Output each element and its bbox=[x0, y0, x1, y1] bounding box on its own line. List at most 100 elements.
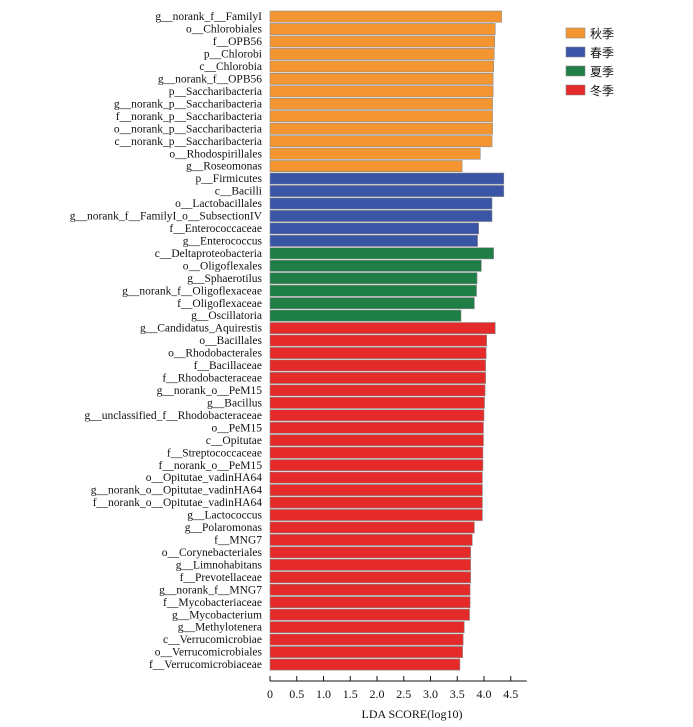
category-label: g__Oscillatoria bbox=[191, 310, 262, 322]
category-label: o__PeM15 bbox=[212, 422, 263, 434]
bar bbox=[269, 35, 495, 48]
bar bbox=[269, 10, 502, 23]
category-label: o__norank_p__Saccharibacteria bbox=[114, 123, 262, 135]
bar bbox=[269, 322, 496, 334]
category-label: p__Chlorobi bbox=[204, 49, 262, 61]
category-label: f__Bacillaceae bbox=[194, 360, 262, 372]
bar bbox=[269, 372, 486, 384]
category-label: g__Methylotenera bbox=[178, 622, 262, 634]
bar bbox=[269, 234, 478, 247]
category-label: g__unclassified_f__Rhodobacteraceae bbox=[84, 410, 262, 422]
legend-label: 冬季 bbox=[590, 83, 614, 98]
bar bbox=[269, 534, 473, 546]
bar bbox=[269, 608, 470, 621]
category-label: o__Lactobacillales bbox=[175, 198, 262, 210]
bar bbox=[269, 509, 483, 521]
x-tick-label: 3.5 bbox=[450, 687, 465, 701]
category-label: f__Rhodobacteraceae bbox=[162, 373, 262, 385]
x-tick-label: 4.5 bbox=[503, 687, 518, 701]
bar bbox=[269, 646, 463, 658]
bar bbox=[269, 546, 471, 559]
category-label: o__Bacillales bbox=[199, 335, 262, 347]
category-label: g__norank_f__Oligoflexaceae bbox=[122, 285, 262, 297]
category-label: o__Chlorobiales bbox=[186, 24, 263, 36]
legend-swatch bbox=[565, 46, 586, 58]
category-label: g__Bacillus bbox=[207, 397, 262, 409]
legend-label: 春季 bbox=[590, 46, 614, 60]
bar bbox=[269, 23, 496, 35]
x-tick-label: 3.0 bbox=[423, 687, 438, 701]
bar bbox=[269, 259, 482, 272]
x-axis: 0 0.5 1.0 1.5 2.0 2.5 3.0 3.5 4.0 4.5 bbox=[267, 676, 527, 701]
category-label: o__Corynebacteriales bbox=[162, 547, 263, 559]
legend-swatch bbox=[565, 27, 586, 39]
bar bbox=[269, 97, 493, 110]
bar bbox=[269, 297, 475, 310]
category-label: f__MNG7 bbox=[214, 535, 262, 547]
bar bbox=[269, 484, 483, 496]
category-label: g__norank_p__Saccharibacteria bbox=[114, 98, 262, 110]
category-label: g__Mycobacterium bbox=[172, 609, 262, 621]
bar bbox=[269, 409, 485, 422]
category-label: p__Firmicutes bbox=[196, 173, 263, 185]
bar bbox=[269, 60, 494, 73]
bar bbox=[269, 496, 483, 509]
x-tick-label: 2.5 bbox=[396, 687, 411, 701]
bars-layer bbox=[269, 10, 505, 671]
category-labels: g__norank_f__FamilyIo__Chlorobialesf__OP… bbox=[70, 11, 263, 671]
x-tick-label: 4.0 bbox=[477, 687, 492, 701]
category-label: g__Limnohabitans bbox=[176, 559, 263, 571]
x-tick-label: 2.0 bbox=[370, 687, 385, 701]
bar bbox=[269, 247, 494, 260]
category-label: c__Opitutae bbox=[206, 435, 262, 447]
bar bbox=[269, 210, 493, 222]
legend-label: 秋季 bbox=[590, 27, 614, 41]
bar bbox=[269, 222, 479, 235]
category-label: f__norank_o__PeM15 bbox=[159, 460, 263, 472]
bar bbox=[269, 160, 463, 173]
category-label: g__Sphaerotilus bbox=[187, 273, 262, 285]
bar bbox=[269, 446, 484, 459]
bar bbox=[269, 633, 464, 646]
category-label: c__Verrucomicrobiae bbox=[163, 634, 262, 646]
category-label: o__Verrucomicrobiales bbox=[155, 647, 263, 659]
bar bbox=[269, 135, 493, 148]
category-label: o__Rhodospirillales bbox=[169, 148, 262, 160]
category-label: g__norank_f__MNG7 bbox=[159, 584, 262, 596]
category-label: c__Chlorobia bbox=[199, 61, 262, 73]
bar bbox=[269, 147, 481, 160]
category-label: c__Deltaproteobacteria bbox=[155, 248, 262, 260]
bar bbox=[269, 583, 471, 596]
bar bbox=[269, 396, 485, 409]
bar bbox=[269, 558, 471, 571]
category-label: f__Verrucomicrobiaceae bbox=[149, 659, 262, 671]
category-label: f__Streptococcaceae bbox=[167, 447, 262, 459]
legend-label: 夏季 bbox=[590, 65, 614, 79]
category-label: g__norank_o__PeM15 bbox=[157, 385, 263, 397]
bar bbox=[269, 197, 493, 210]
category-label: o__Opitutae_vadinHA64 bbox=[146, 472, 263, 484]
bar bbox=[269, 571, 471, 584]
bar bbox=[269, 421, 484, 434]
category-label: f__norank_p__Saccharibacteria bbox=[116, 111, 262, 123]
category-label: g__Lactococcus bbox=[187, 510, 262, 522]
category-label: g__norank_f__OPB56 bbox=[158, 74, 262, 86]
bar bbox=[269, 73, 494, 85]
bar bbox=[269, 309, 462, 322]
x-axis-title: LDA SCORE(log10) bbox=[361, 707, 462, 721]
category-label: g__Polaromonas bbox=[185, 522, 263, 534]
legend-swatch bbox=[565, 84, 586, 96]
category-label: g__Candidatus_Aquirestis bbox=[140, 323, 263, 335]
category-label: g__Enterococcus bbox=[183, 235, 263, 247]
category-label: f__Enterococcaceae bbox=[169, 223, 262, 235]
bar bbox=[269, 658, 461, 671]
x-tick-label: 0.5 bbox=[289, 687, 304, 701]
bar bbox=[269, 48, 495, 60]
bar bbox=[269, 272, 478, 285]
bar bbox=[269, 359, 486, 372]
bar bbox=[269, 621, 465, 634]
bar bbox=[269, 122, 493, 135]
category-label: g__Roseomonas bbox=[186, 161, 263, 173]
